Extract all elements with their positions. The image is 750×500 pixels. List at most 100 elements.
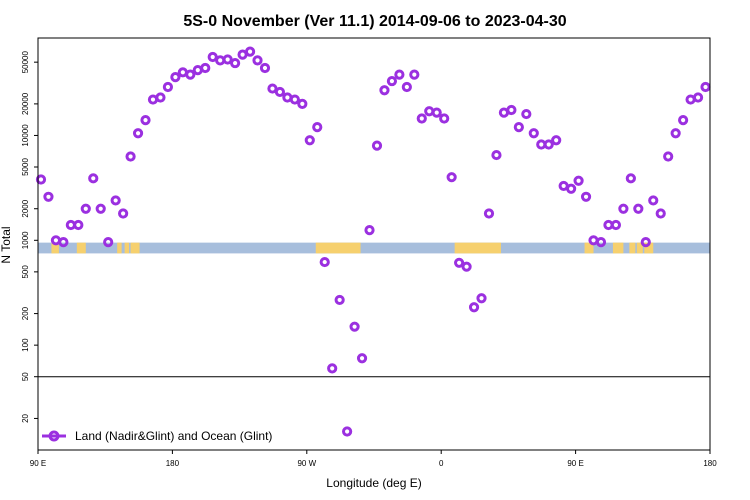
- data-point: [140, 115, 151, 126]
- chart-title: 5S-0 November (Ver 11.1) 2014-09-06 to 2…: [183, 13, 566, 30]
- data-point: [625, 173, 636, 184]
- data-point: [95, 203, 106, 214]
- data-point: [200, 62, 211, 74]
- plot-frame: [37, 37, 711, 451]
- data-point: [304, 135, 315, 146]
- land-segment: [454, 242, 501, 254]
- data-point: [103, 237, 114, 248]
- y-tick-label: 20000: [21, 92, 30, 115]
- land-segment: [315, 242, 361, 254]
- data-point: [35, 174, 47, 185]
- data-point: [394, 69, 405, 80]
- data-point: [185, 69, 196, 80]
- y-tick-label: 50: [21, 372, 30, 381]
- data-point: [170, 72, 181, 83]
- y-tick-label: 5000: [21, 158, 30, 176]
- data-point: [692, 92, 704, 103]
- data-point: [267, 83, 278, 94]
- x-tick-label: 90 E: [567, 459, 583, 468]
- data-point: [483, 208, 495, 219]
- data-point: [43, 191, 54, 202]
- data-point: [401, 81, 412, 93]
- x-tick-label: 90 E: [30, 459, 46, 468]
- data-point: [468, 302, 480, 313]
- y-tick-label: 200: [21, 306, 30, 320]
- data-point: [319, 256, 330, 268]
- y-tick-label: 500: [21, 265, 30, 279]
- data-point: [80, 203, 91, 214]
- data-point: [222, 54, 233, 65]
- data-point: [566, 183, 577, 194]
- data-point: [110, 195, 121, 206]
- data-point: [252, 55, 263, 66]
- data-point: [364, 225, 375, 236]
- data-point: [595, 237, 607, 248]
- legend-marker: [48, 430, 60, 442]
- data-point: [491, 149, 502, 161]
- x-tick-label: 180: [703, 459, 717, 468]
- data-point: [88, 173, 99, 184]
- ocean-band: [38, 242, 710, 254]
- data-point: [610, 219, 622, 231]
- land-segment: [584, 242, 594, 254]
- data-point: [416, 113, 427, 124]
- data-point: [439, 113, 450, 124]
- data-point: [633, 203, 644, 214]
- data-point: [379, 85, 390, 96]
- data-point: [230, 57, 241, 69]
- y-tick-label: 10000: [21, 124, 30, 147]
- y-tick-label: 50000: [21, 50, 30, 73]
- data-point: [528, 128, 539, 139]
- data-point: [289, 94, 300, 105]
- data-point: [409, 69, 420, 80]
- data-points: [35, 46, 711, 437]
- data-point: [207, 51, 218, 63]
- land-segment: [51, 242, 59, 254]
- data-point: [312, 122, 323, 133]
- data-point: [618, 203, 629, 214]
- data-point: [521, 108, 532, 120]
- data-point: [274, 86, 286, 98]
- data-point: [700, 81, 711, 93]
- land-segment: [612, 242, 624, 254]
- data-point: [297, 98, 308, 109]
- data-point: [356, 353, 368, 364]
- land-segment: [130, 242, 140, 254]
- data-point: [155, 92, 166, 103]
- data-point: [125, 151, 136, 162]
- data-point: [327, 363, 338, 374]
- data-point: [476, 293, 487, 304]
- data-point: [678, 115, 689, 126]
- land-segment: [76, 242, 86, 254]
- data-point: [573, 175, 584, 186]
- data-point: [58, 237, 69, 248]
- x-tick-label: 180: [166, 459, 180, 468]
- y-tick-label: 2000: [21, 199, 30, 217]
- land-segment: [629, 242, 636, 254]
- data-point: [506, 104, 517, 116]
- data-point: [349, 321, 360, 332]
- data-point: [640, 237, 651, 248]
- land-segment: [117, 242, 122, 254]
- y-tick-label: 20: [21, 413, 30, 422]
- y-axis-label: N Total: [0, 226, 13, 263]
- data-point: [334, 294, 345, 306]
- data-point: [431, 107, 442, 118]
- data-point: [543, 139, 554, 150]
- legend-label: Land (Nadir&Glint) and Ocean (Glint): [75, 429, 272, 443]
- data-point: [454, 257, 465, 268]
- data-point: [132, 128, 144, 139]
- data-point: [73, 219, 84, 231]
- data-point: [386, 75, 398, 87]
- data-point: [162, 81, 174, 93]
- land-ocean-strip: [38, 242, 710, 254]
- y-tick-label: 1000: [21, 231, 30, 249]
- x-tick-label: 90 W: [297, 459, 316, 468]
- data-point: [446, 172, 457, 183]
- x-tick-label: 0: [439, 459, 444, 468]
- data-point: [513, 122, 524, 133]
- data-point: [551, 135, 562, 146]
- data-point: [663, 151, 674, 162]
- land-segment: [636, 242, 643, 254]
